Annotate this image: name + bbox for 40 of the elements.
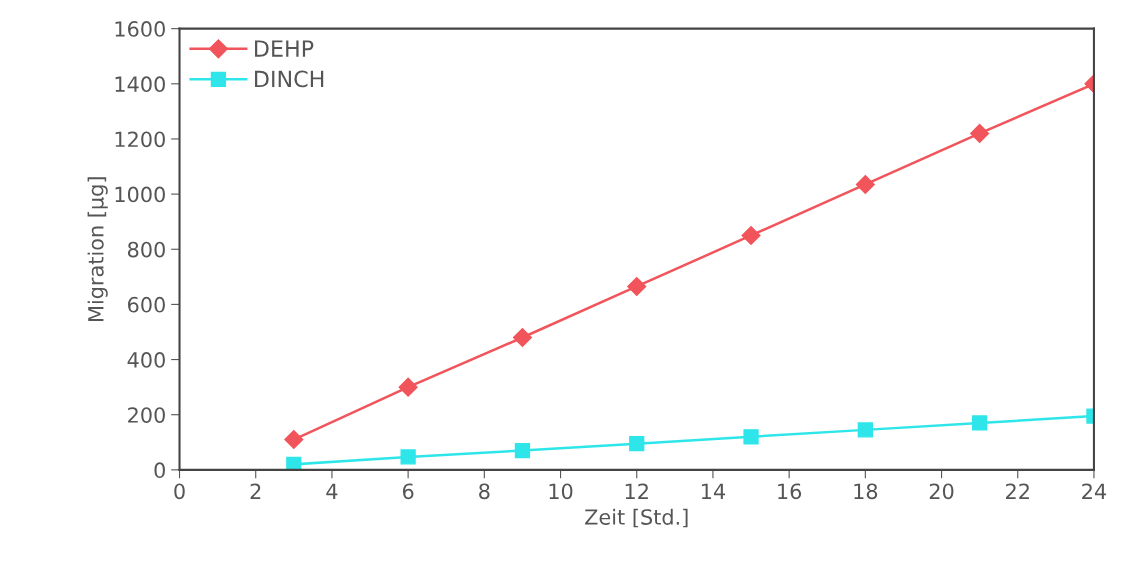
y-tick-label: 1400 — [115, 76, 165, 93]
point — [514, 442, 531, 459]
point — [972, 415, 988, 431]
point — [627, 276, 647, 297]
y-axis-title: Migration [µg] — [87, 177, 108, 321]
point — [857, 422, 873, 438]
x-tick-label: 12 — [625, 483, 648, 499]
x-tick-label: 2 — [250, 483, 261, 499]
y-tick-label: 200 — [128, 407, 165, 423]
x-tick-label: 20 — [929, 483, 954, 500]
point — [512, 327, 532, 348]
x-tick-label: 18 — [854, 483, 878, 500]
point — [284, 429, 304, 450]
y-tick-label: 0 — [154, 462, 165, 479]
x-tick-label: 24 — [1082, 483, 1107, 499]
x-tick-label: 14 — [701, 483, 726, 499]
point — [286, 456, 302, 470]
point — [629, 436, 645, 452]
y-tick-label: 1200 — [115, 131, 165, 148]
y-tick-label: 600 — [128, 296, 165, 313]
x-tick-label: 22 — [1006, 483, 1029, 499]
point — [855, 174, 875, 194]
x-tick-label: 4 — [326, 483, 338, 499]
y-tick-label: 1000 — [115, 186, 165, 203]
point — [400, 449, 416, 465]
y-tick-label: 1600 — [115, 21, 165, 37]
x-tick-label: 16 — [778, 483, 802, 500]
point — [398, 377, 418, 397]
y-tick-label: 400 — [127, 352, 165, 368]
point — [970, 123, 990, 143]
x-tick-label: 8 — [479, 483, 490, 500]
x-tick-label: 6 — [402, 483, 414, 500]
x-tick-label: 0 — [174, 483, 185, 500]
x-axis-title: Zeit [Std.] — [585, 508, 688, 528]
legend-label: DINCH — [255, 70, 324, 88]
x-tick-label: 10 — [549, 483, 573, 500]
legend-label: DEHP — [255, 40, 314, 57]
y-tick-label: 800 — [127, 241, 165, 258]
point — [741, 225, 761, 246]
point — [743, 429, 759, 445]
